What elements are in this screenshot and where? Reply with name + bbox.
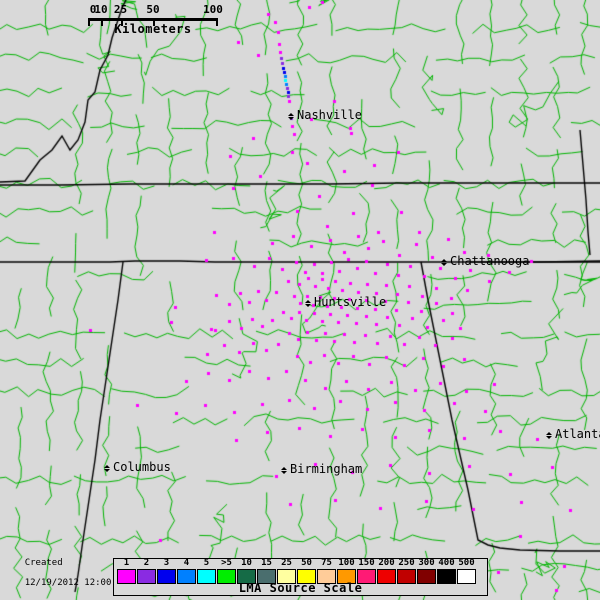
legend-label-250: 250	[398, 558, 415, 568]
legend-entry-400[interactable]: 400	[437, 559, 456, 584]
legend-entry-15[interactable]: 15	[257, 559, 276, 584]
legend-swatch-100	[337, 569, 356, 584]
legend-label-1: 1	[123, 558, 130, 568]
legend-label-400: 400	[438, 558, 455, 568]
legend-entry-gt5[interactable]: >5	[217, 559, 236, 584]
legend-label-75: 75	[321, 558, 332, 568]
legend-entry-10[interactable]: 10	[237, 559, 256, 584]
legend-title: LMA Source Scale	[238, 581, 363, 595]
legend-swatch-75	[317, 569, 336, 584]
scalebar-tick-0	[88, 18, 90, 26]
legend-entry-150[interactable]: 150	[357, 559, 376, 584]
legend-label-10: 10	[241, 558, 252, 568]
legend-entry-75[interactable]: 75	[317, 559, 336, 584]
scalebar-tick-50	[153, 18, 155, 26]
legend-swatch-300	[417, 569, 436, 584]
legend-label-2: 2	[143, 558, 150, 568]
distance-scalebar: 0 10 25 50 100	[88, 2, 223, 36]
scalebar-label-25: 25	[113, 3, 128, 16]
legend-swatch-row: 1 2 3 4 5 >5 10 15 25 50 75 100 150 200 250 300 400 500	[117, 559, 476, 584]
scalebar-label-10: 10	[94, 3, 108, 16]
legend-label-15: 15	[261, 558, 272, 568]
legend-swatch-200	[377, 569, 396, 584]
legend-entry-2[interactable]: 2	[137, 559, 156, 584]
legend-entry-50[interactable]: 50	[297, 559, 316, 584]
legend-swatch-5	[197, 569, 216, 584]
legend-swatch-3	[157, 569, 176, 584]
city-label-nashville: Nashville	[297, 108, 363, 122]
legend-swatch-400	[437, 569, 456, 584]
legend-swatch-15	[257, 569, 276, 584]
city-diamond-icon	[440, 259, 447, 266]
legend-swatch-500	[457, 569, 476, 584]
legend-entry-1[interactable]: 1	[117, 559, 136, 584]
legend-label-5: 5	[203, 558, 210, 568]
city-diamond-icon	[545, 432, 552, 439]
scalebar-tick-10	[101, 18, 103, 26]
legend-label-gt5: >5	[221, 558, 232, 568]
legend-entry-4[interactable]: 4	[177, 559, 196, 584]
city-label-huntsville: Huntsville	[314, 295, 387, 309]
legend-label-150: 150	[358, 558, 375, 568]
legend-swatch-2	[137, 569, 156, 584]
legend-label-25: 25	[281, 558, 292, 568]
legend-label-100: 100	[338, 558, 355, 568]
legend-entry-3[interactable]: 3	[157, 559, 176, 584]
legend-label-300: 300	[418, 558, 435, 568]
legend-swatch-25	[277, 569, 296, 584]
city-diamond-icon	[287, 113, 294, 120]
scalebar-tick-100	[216, 18, 218, 26]
legend-swatch-4	[177, 569, 196, 584]
legend-swatch-1	[117, 569, 136, 584]
created-stamp: Created 12/19/2012 12:00:23	[3, 548, 128, 598]
city-label-columbus: Columbus	[113, 460, 171, 474]
scalebar-tick-25	[120, 18, 123, 26]
legend-label-3: 3	[163, 558, 170, 568]
legend-entry-500[interactable]: 500	[457, 559, 476, 584]
scalebar-label-0: 0	[89, 3, 97, 16]
city-label-birmingham: Birmingham	[290, 462, 363, 476]
created-label: Created	[24, 558, 63, 568]
legend-label-500: 500	[458, 558, 475, 568]
legend-entry-300[interactable]: 300	[417, 559, 436, 584]
scalebar-label-100: 100	[203, 3, 223, 16]
city-label-chattanooga: Chattanooga	[450, 254, 530, 268]
city-diamond-icon	[103, 465, 110, 472]
legend-swatch-250	[397, 569, 416, 584]
city-diamond-icon	[304, 300, 311, 307]
legend-swatch-gt5	[217, 569, 236, 584]
legend-label-50: 50	[301, 558, 312, 568]
legend-swatch-50	[297, 569, 316, 584]
lma-source-scale-legend: 1 2 3 4 5 >5 10 15 25 50 75 100 150 200 250 300 400 500 L…	[113, 558, 488, 596]
legend-entry-25[interactable]: 25	[277, 559, 296, 584]
legend-swatch-10	[237, 569, 256, 584]
city-label-atlanta: Atlanta	[555, 427, 600, 441]
legend-entry-250[interactable]: 250	[397, 559, 416, 584]
legend-entry-100[interactable]: 100	[337, 559, 356, 584]
created-timestamp: 12/19/2012 12:00:23	[24, 578, 128, 588]
city-diamond-icon	[280, 467, 287, 474]
scalebar-units-label: Kilometers	[114, 22, 192, 36]
legend-label-4: 4	[183, 558, 190, 568]
scalebar-label-50: 50	[146, 3, 160, 16]
legend-swatch-150	[357, 569, 376, 584]
legend-entry-200[interactable]: 200	[377, 559, 396, 584]
legend-entry-5[interactable]: 5	[197, 559, 216, 584]
legend-label-200: 200	[378, 558, 395, 568]
